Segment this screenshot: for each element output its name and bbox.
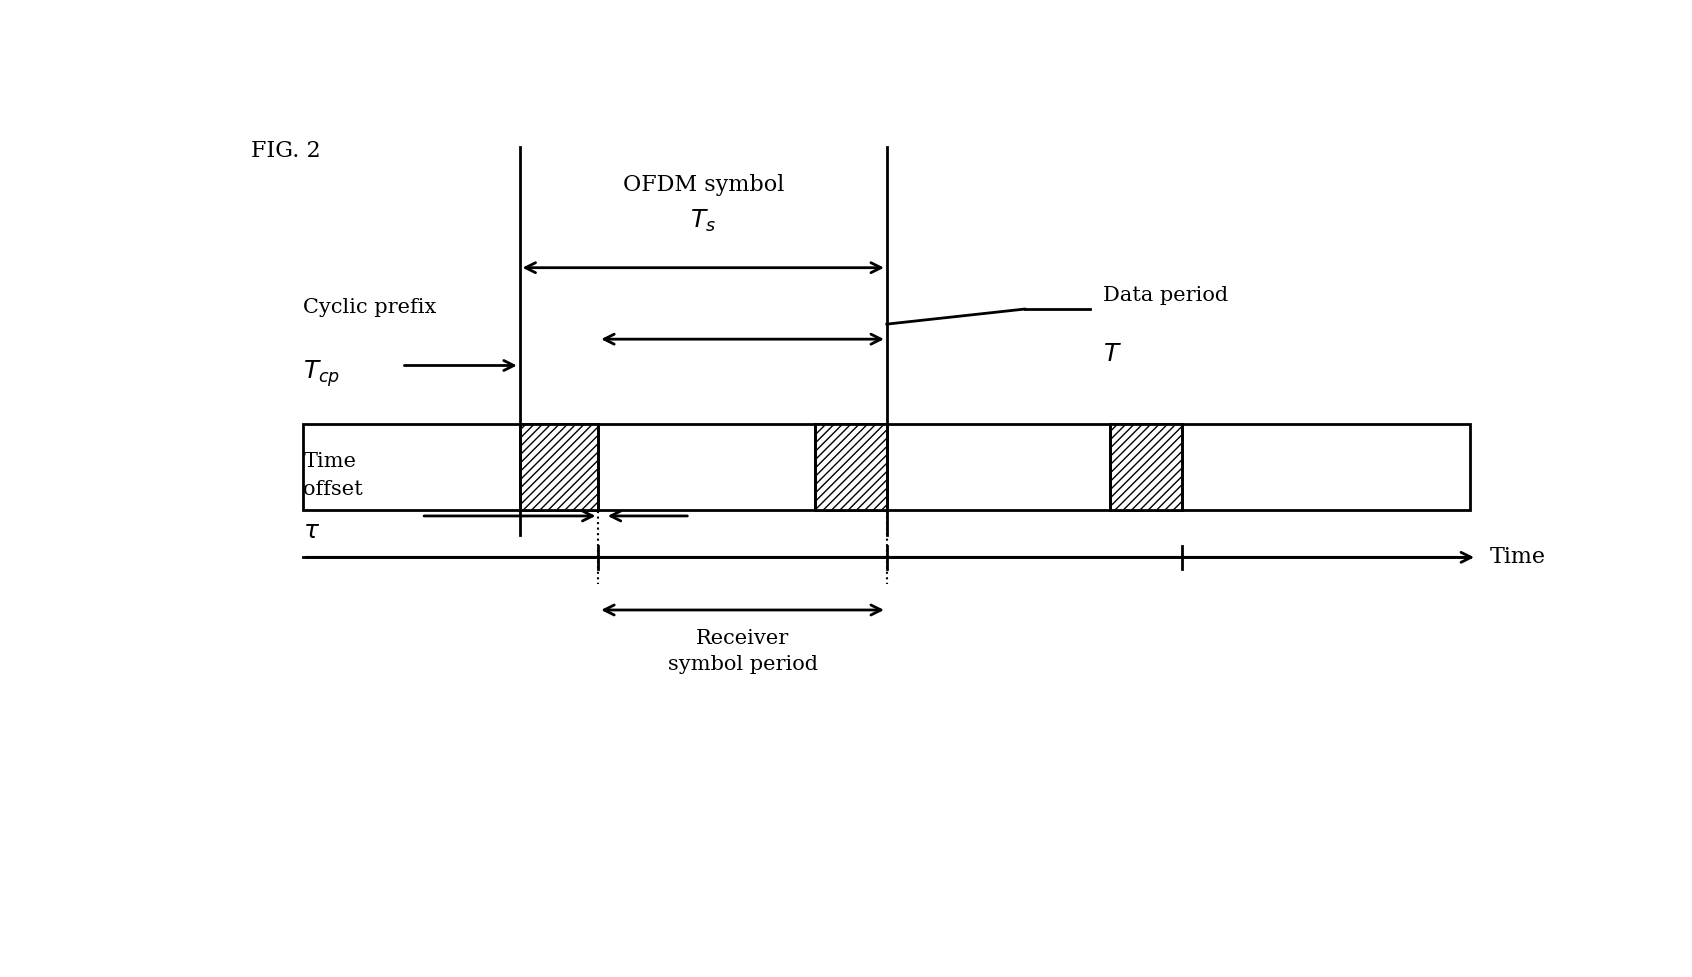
Text: Cyclic prefix: Cyclic prefix [303,298,437,317]
Bar [814,424,887,510]
Text: $T_s$: $T_s$ [690,208,716,234]
Bar [303,424,1470,510]
Text: Time: Time [1491,546,1546,569]
Text: $\tau$: $\tau$ [303,520,320,542]
Text: OFDM symbol: OFDM symbol [623,174,783,196]
Text: symbol period: symbol period [668,656,817,674]
Text: Time: Time [303,451,357,471]
Bar [1110,424,1181,510]
Text: Receiver: Receiver [695,629,788,648]
Text: FIG. 2: FIG. 2 [250,140,320,162]
Text: Data period: Data period [1103,286,1228,305]
Text: offset: offset [303,480,364,499]
Bar [519,424,599,510]
Text: $T$: $T$ [1103,343,1122,366]
Text: $T_{cp}$: $T_{cp}$ [303,358,340,389]
